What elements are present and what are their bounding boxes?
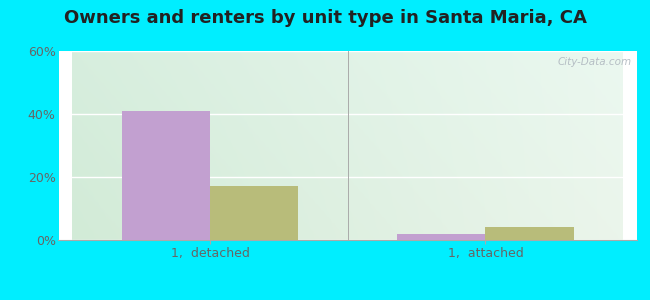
Bar	[122, 111, 210, 240]
Bar	[210, 186, 298, 240]
Bar	[486, 227, 574, 240]
Bar	[397, 234, 486, 240]
Text: Owners and renters by unit type in Santa Maria, CA: Owners and renters by unit type in Santa…	[64, 9, 586, 27]
Text: City-Data.com: City-Data.com	[557, 57, 631, 67]
